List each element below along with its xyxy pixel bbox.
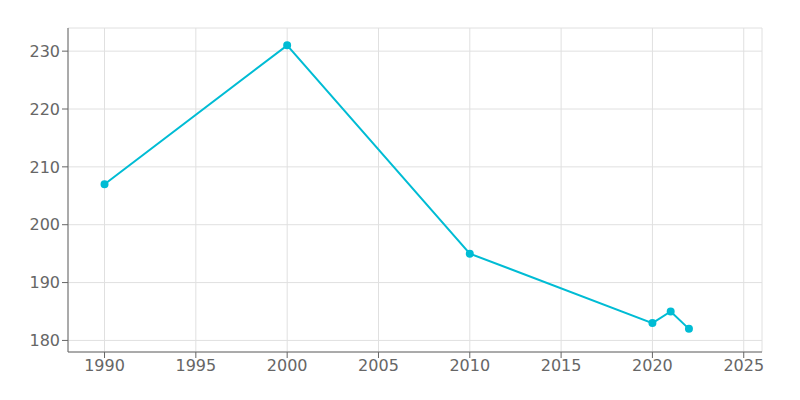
svg-text:2025: 2025 [723,356,764,375]
svg-text:2005: 2005 [358,356,399,375]
svg-text:200: 200 [29,215,60,234]
svg-text:220: 220 [29,100,60,119]
svg-text:210: 210 [29,158,60,177]
svg-text:2020: 2020 [632,356,673,375]
svg-text:2010: 2010 [449,356,490,375]
svg-text:230: 230 [29,42,60,61]
svg-text:2015: 2015 [541,356,582,375]
svg-text:1990: 1990 [84,356,125,375]
svg-text:2000: 2000 [267,356,308,375]
svg-text:1995: 1995 [175,356,216,375]
svg-text:190: 190 [29,273,60,292]
svg-text:180: 180 [29,331,60,350]
